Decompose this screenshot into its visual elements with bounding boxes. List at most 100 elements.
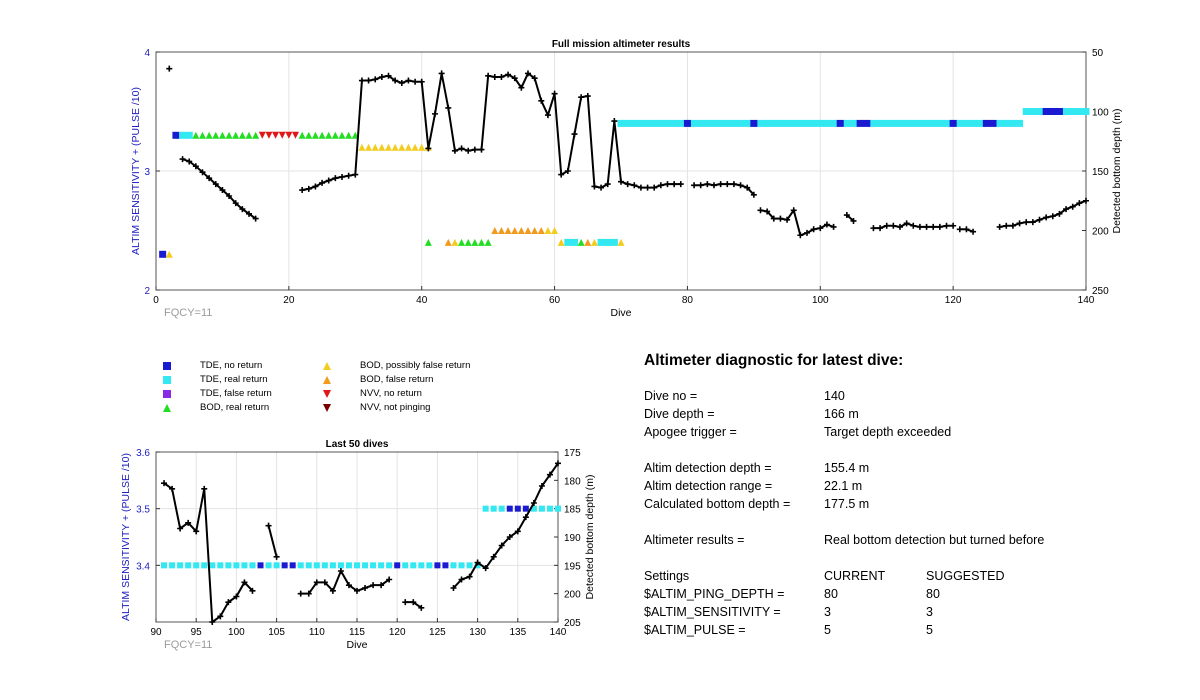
depth-point bbox=[332, 175, 339, 182]
depth-point bbox=[192, 163, 199, 170]
chart-marker-square bbox=[185, 562, 192, 569]
chart-marker-square bbox=[976, 119, 984, 127]
depth-point bbox=[337, 568, 344, 574]
depth-point bbox=[418, 604, 425, 611]
depth-point bbox=[903, 220, 910, 227]
depth-point bbox=[217, 613, 224, 620]
depth-point bbox=[750, 191, 757, 198]
depth-point bbox=[584, 93, 591, 100]
depth-point bbox=[193, 528, 200, 535]
depth-series-line bbox=[846, 214, 855, 222]
depth-point bbox=[511, 75, 518, 82]
depth-point bbox=[299, 187, 306, 194]
depth-point bbox=[897, 223, 903, 230]
depth-point bbox=[385, 72, 392, 79]
x-tick-label: 20 bbox=[283, 295, 295, 306]
depth-point bbox=[1049, 213, 1056, 220]
chart-marker-triangle-up bbox=[491, 227, 499, 234]
depth-point bbox=[451, 147, 458, 154]
y2-tick-label: 180 bbox=[564, 476, 581, 487]
chart-marker-square bbox=[1055, 108, 1063, 115]
chart-marker-square bbox=[896, 119, 904, 127]
chart-marker-triangle-up bbox=[345, 131, 353, 139]
chart-marker-square bbox=[889, 119, 897, 127]
y2-tick-label: 150 bbox=[1092, 167, 1109, 178]
chart-marker-square bbox=[717, 119, 725, 127]
depth-point bbox=[637, 184, 644, 191]
depth-point bbox=[591, 183, 598, 190]
chart-marker-square bbox=[241, 562, 248, 569]
y2-axis-label: Detected bottom depth (m) bbox=[1111, 109, 1123, 234]
chart-marker-triangle-up bbox=[444, 238, 452, 246]
depth-point bbox=[339, 173, 345, 180]
x-tick-label: 140 bbox=[550, 627, 567, 638]
chart-marker-square bbox=[571, 238, 578, 246]
chart-marker-triangle-up bbox=[338, 131, 346, 139]
depth-point bbox=[392, 77, 399, 84]
setting-current: 80 bbox=[824, 587, 838, 601]
x-tick-label: 40 bbox=[416, 295, 428, 306]
chart-marker-square bbox=[830, 119, 838, 127]
chart-marker-triangle-up bbox=[192, 131, 200, 139]
chart-marker-square bbox=[530, 505, 537, 512]
triangle-up-icon bbox=[323, 376, 331, 384]
chart-marker-triangle-up bbox=[378, 143, 386, 151]
depth-point bbox=[354, 587, 360, 594]
chart-marker-square bbox=[1009, 119, 1017, 127]
depth-point bbox=[843, 212, 850, 219]
depth-point bbox=[179, 156, 186, 163]
depth-point bbox=[249, 587, 256, 594]
chart-marker-square bbox=[297, 562, 304, 569]
settings-header: Settings CURRENT SUGGESTED bbox=[644, 568, 1184, 584]
chart-marker-square bbox=[233, 562, 240, 569]
depth-point bbox=[817, 225, 824, 232]
chart-marker-square bbox=[466, 562, 473, 569]
depth-point bbox=[1009, 222, 1016, 229]
depth-point bbox=[704, 181, 711, 188]
chart-marker-triangle-down bbox=[278, 131, 286, 139]
depth-point bbox=[551, 90, 558, 97]
x-tick-label: 115 bbox=[349, 627, 365, 638]
depth-point bbox=[810, 226, 817, 233]
chart-marker-square bbox=[402, 562, 409, 569]
legend-label: TDE, no return bbox=[200, 360, 263, 371]
fqcy-annotation: FQCY=11 bbox=[164, 639, 212, 651]
chart-marker-triangle-down bbox=[323, 390, 331, 398]
depth-point bbox=[531, 75, 538, 82]
depth-point bbox=[943, 222, 950, 229]
chart-marker-square bbox=[664, 119, 671, 127]
chart-marker-triangle-up bbox=[418, 143, 426, 151]
x-tick-label: 120 bbox=[945, 295, 962, 306]
y2-tick-label: 190 bbox=[564, 533, 581, 544]
diag-value: 22.1 m bbox=[824, 479, 863, 493]
chart-marker-square bbox=[514, 505, 521, 512]
y-tick-label: 2 bbox=[144, 286, 150, 297]
x-tick-label: 105 bbox=[268, 627, 285, 638]
chart-marker-triangle-up bbox=[471, 238, 479, 246]
chart-marker-triangle-up bbox=[404, 143, 412, 151]
depth-point bbox=[199, 169, 206, 176]
chart-marker-square bbox=[305, 562, 312, 569]
depth-point bbox=[950, 222, 957, 229]
chart-marker-square bbox=[1069, 108, 1077, 115]
diag-row-altim-detection-depth: Altim detection depth = 155.4 m bbox=[644, 460, 1184, 476]
chart-marker-square bbox=[410, 562, 417, 569]
chart-marker-square bbox=[810, 119, 818, 127]
chart-marker-square bbox=[757, 119, 764, 127]
depth-point bbox=[273, 553, 280, 560]
legend-label: BOD, real return bbox=[200, 402, 270, 413]
y-axis-label: ALTIM SENSITIVITY + (PULSE /10) bbox=[120, 453, 132, 621]
chart-marker-square bbox=[538, 505, 545, 512]
depth-point bbox=[777, 215, 784, 222]
chart-marker-square bbox=[179, 131, 187, 139]
depth-point bbox=[564, 168, 571, 174]
depth-point bbox=[677, 181, 684, 188]
x-tick-label: 130 bbox=[469, 627, 486, 638]
chart-marker-square bbox=[394, 562, 401, 569]
chart-marker-square bbox=[161, 562, 168, 569]
depth-point bbox=[538, 483, 545, 489]
chart-marker-triangle-up bbox=[331, 131, 339, 139]
y-tick-label: 3.6 bbox=[136, 448, 150, 459]
setting-suggested: 80 bbox=[926, 587, 940, 601]
diag-row-dive-no: Dive no = 140 bbox=[644, 388, 1184, 404]
